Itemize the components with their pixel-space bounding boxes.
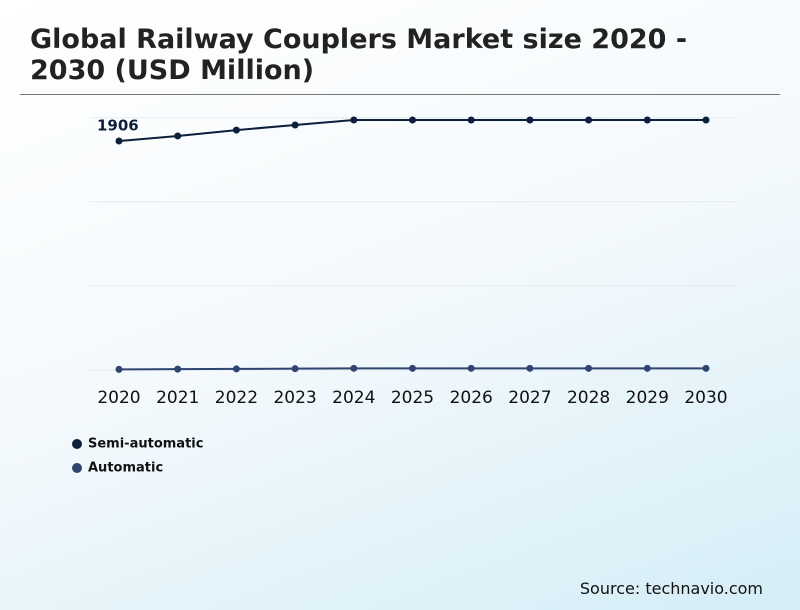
point bbox=[643, 364, 651, 372]
point bbox=[409, 116, 416, 124]
legend-label: Automatic bbox=[88, 461, 163, 476]
point bbox=[350, 116, 358, 124]
legend-marker bbox=[72, 439, 82, 449]
x-tick-label: 2028 bbox=[567, 388, 610, 408]
x-tick-label: 2027 bbox=[508, 388, 551, 408]
legend-marker bbox=[72, 463, 82, 473]
point bbox=[643, 116, 651, 124]
point bbox=[467, 364, 475, 372]
point bbox=[232, 126, 240, 134]
point bbox=[115, 137, 123, 145]
x-tick-label: 2024 bbox=[332, 388, 375, 408]
x-tick-label: 2022 bbox=[215, 388, 258, 408]
chart-title: Global Railway Couplers Market size 2020… bbox=[30, 24, 688, 86]
point bbox=[291, 365, 299, 373]
point bbox=[702, 364, 710, 372]
x-tick-label: 2029 bbox=[626, 388, 669, 408]
point bbox=[526, 116, 534, 124]
point bbox=[585, 364, 593, 372]
point bbox=[115, 365, 123, 373]
legend-label: Semi-automatic bbox=[88, 437, 203, 452]
point bbox=[526, 364, 534, 372]
point bbox=[232, 365, 240, 373]
x-tick-label: 2025 bbox=[391, 388, 434, 408]
point bbox=[409, 364, 416, 372]
x-tick-label: 2023 bbox=[273, 388, 316, 408]
x-tick-label: 2026 bbox=[450, 388, 493, 408]
x-tick-label: 2021 bbox=[156, 388, 199, 408]
point bbox=[702, 116, 710, 124]
source: Source: technavio.com bbox=[579, 579, 763, 598]
point bbox=[291, 121, 299, 129]
data-label: 1906 bbox=[97, 117, 139, 135]
x-tick-label: 2030 bbox=[684, 388, 727, 408]
title-rule bbox=[20, 94, 780, 95]
point bbox=[467, 116, 475, 124]
point bbox=[174, 132, 182, 140]
point bbox=[585, 116, 593, 124]
point bbox=[174, 365, 182, 373]
point bbox=[350, 364, 358, 372]
x-tick-label: 2020 bbox=[97, 388, 140, 408]
